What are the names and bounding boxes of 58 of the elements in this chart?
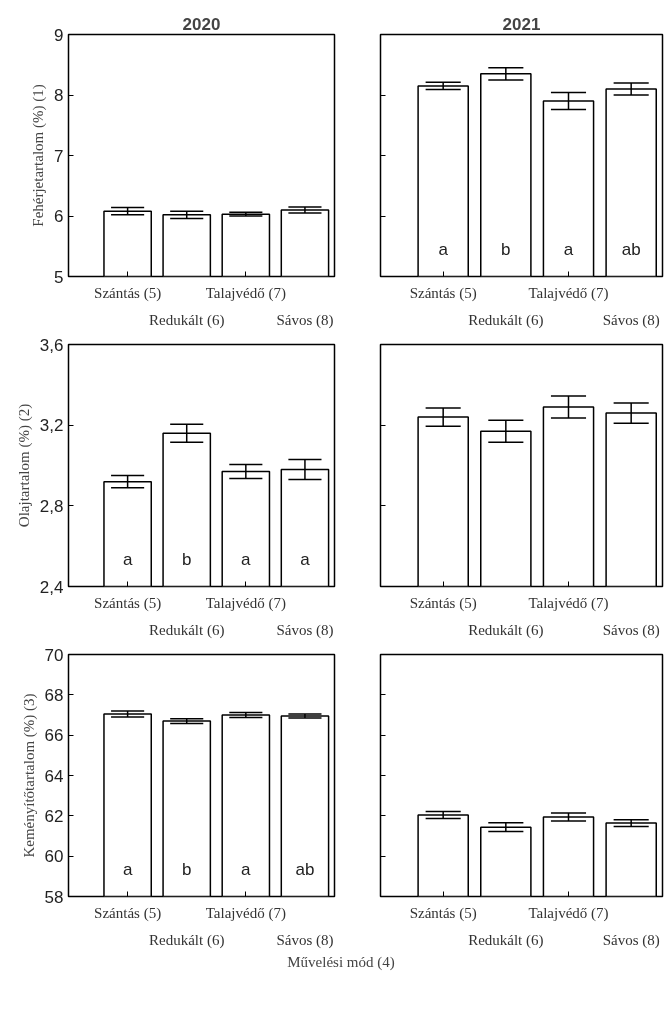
- x-tick-label: Talajvédő (7): [528, 284, 609, 302]
- y-tick-label: 8: [54, 86, 64, 105]
- annotation: b: [181, 860, 192, 880]
- x-tick-label: Redukált (6): [149, 931, 225, 949]
- y-axis-title: Fehérjetartalom (%) (1): [30, 84, 48, 227]
- x-tick-label: Sávos (8): [276, 931, 334, 949]
- annotation: a: [241, 550, 252, 570]
- y-tick-label: 2,4: [39, 577, 64, 597]
- x-tick-label: Sávos (8): [602, 931, 660, 949]
- annotation: a: [241, 860, 252, 880]
- y-tick-label: 3,6: [39, 335, 64, 355]
- annotation: a: [300, 550, 311, 570]
- y-tick-label: 7: [54, 146, 64, 166]
- y-tick-label: 3,2: [39, 416, 64, 436]
- x-tick-label: Sávos (8): [602, 621, 660, 639]
- y-axis-title: Olajtartalom (%) (2): [15, 403, 33, 528]
- annotation: a: [122, 550, 133, 570]
- x-tick-label: Talajvédő (7): [528, 904, 609, 922]
- y-tick-label: 6: [54, 207, 64, 226]
- x-tick-label: Szántás (5): [94, 904, 162, 922]
- y-tick-label: 60: [44, 847, 64, 867]
- y-tick-label: 5: [54, 267, 64, 287]
- annotation: b: [181, 550, 192, 570]
- x-tick-label: Szántás (5): [94, 594, 162, 612]
- annotation: a: [122, 860, 133, 880]
- x-tick-label: Szántás (5): [409, 594, 477, 612]
- annotation: a: [438, 240, 449, 260]
- x-tick-label: Szántás (5): [94, 284, 162, 302]
- x-tick-label: Redukált (6): [468, 621, 544, 639]
- x-tick-label: Szántás (5): [409, 904, 477, 922]
- x-tick-label: Sávos (8): [276, 621, 334, 639]
- y-tick-label: 9: [54, 25, 64, 45]
- x-axis-title: Művelési mód (4): [287, 953, 395, 972]
- x-tick-label: Szántás (5): [409, 284, 477, 302]
- x-tick-label: Talajvédő (7): [528, 594, 609, 612]
- annotation: ab: [295, 860, 315, 880]
- annotation: a: [563, 240, 574, 260]
- x-tick-label: Talajvédő (7): [205, 904, 286, 922]
- annotation: ab: [621, 240, 641, 260]
- y-tick-label: 58: [44, 887, 64, 907]
- y-axis-title: Keményítőtartalom (%) (3): [20, 693, 38, 858]
- y-tick-label: 70: [44, 645, 64, 665]
- y-tick-label: 68: [44, 685, 64, 705]
- x-tick-label: Talajvédő (7): [205, 284, 286, 302]
- y-tick-label: 64: [44, 766, 64, 786]
- x-tick-label: Redukált (6): [149, 621, 225, 639]
- x-tick-label: Redukált (6): [149, 311, 225, 329]
- y-tick-label: 2,8: [39, 496, 64, 516]
- x-tick-label: Redukált (6): [468, 931, 544, 949]
- x-tick-label: Sávos (8): [276, 311, 334, 329]
- x-tick-label: Talajvédő (7): [205, 594, 286, 612]
- chart-title: 2020: [182, 14, 221, 34]
- y-tick-label: 62: [44, 806, 64, 826]
- x-tick-label: Sávos (8): [602, 311, 660, 329]
- annotation: b: [501, 240, 511, 260]
- y-tick-label: 66: [44, 726, 64, 746]
- chart-title: 2021: [502, 14, 541, 34]
- x-tick-label: Redukált (6): [468, 311, 544, 329]
